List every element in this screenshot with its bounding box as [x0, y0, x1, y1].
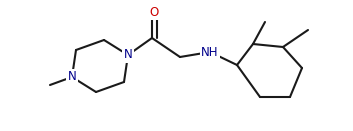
Text: NH: NH — [201, 45, 219, 59]
Text: O: O — [150, 6, 159, 18]
Text: N: N — [124, 48, 132, 61]
Text: N: N — [68, 70, 76, 83]
